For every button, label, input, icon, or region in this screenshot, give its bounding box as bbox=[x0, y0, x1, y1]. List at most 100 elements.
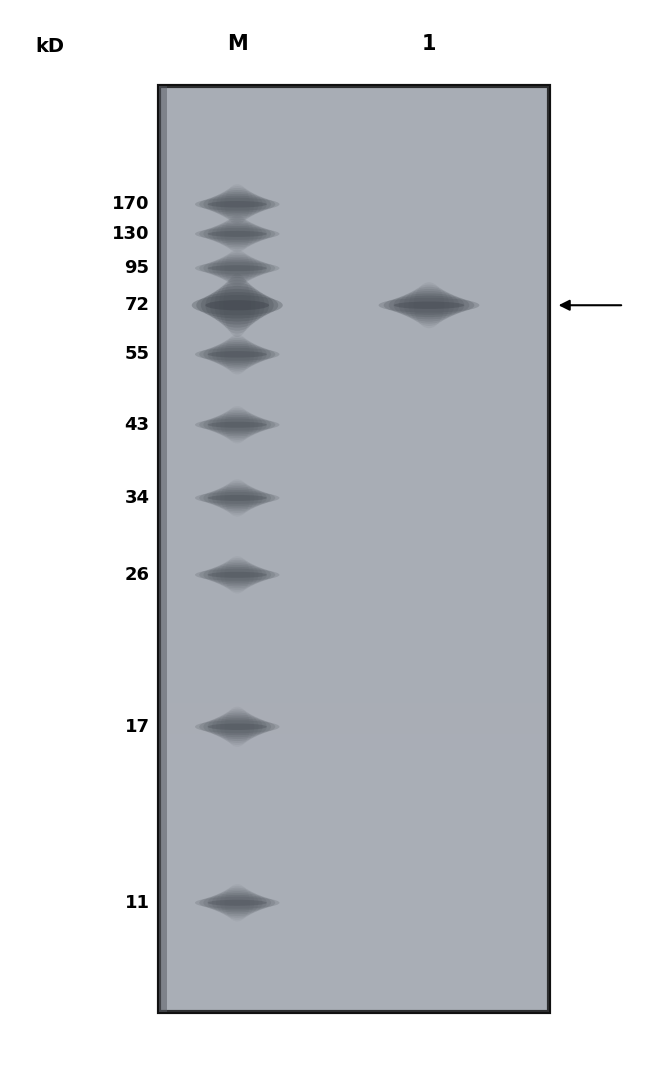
Ellipse shape bbox=[195, 721, 280, 734]
Bar bbox=[159, 673, 549, 688]
Bar bbox=[159, 827, 549, 842]
Ellipse shape bbox=[195, 492, 280, 504]
Ellipse shape bbox=[225, 707, 250, 746]
Bar bbox=[159, 502, 549, 518]
Ellipse shape bbox=[216, 188, 259, 221]
Ellipse shape bbox=[225, 215, 250, 253]
Ellipse shape bbox=[212, 561, 263, 588]
Ellipse shape bbox=[212, 221, 263, 247]
Bar bbox=[159, 627, 549, 642]
Ellipse shape bbox=[208, 351, 267, 358]
Ellipse shape bbox=[212, 485, 263, 511]
Ellipse shape bbox=[212, 255, 263, 282]
Bar bbox=[159, 735, 549, 750]
Bar bbox=[159, 348, 549, 364]
Ellipse shape bbox=[205, 286, 269, 325]
Ellipse shape bbox=[199, 719, 276, 735]
Bar bbox=[159, 86, 549, 101]
Bar bbox=[159, 425, 549, 441]
Bar bbox=[159, 394, 549, 410]
Bar bbox=[159, 765, 549, 781]
Ellipse shape bbox=[208, 201, 267, 208]
Text: 170: 170 bbox=[112, 195, 150, 213]
Ellipse shape bbox=[216, 410, 259, 440]
Bar bbox=[159, 302, 549, 317]
Ellipse shape bbox=[394, 291, 464, 319]
Ellipse shape bbox=[225, 184, 250, 224]
Ellipse shape bbox=[208, 422, 267, 427]
Ellipse shape bbox=[195, 348, 280, 361]
Bar bbox=[159, 209, 549, 225]
Ellipse shape bbox=[195, 262, 280, 274]
Ellipse shape bbox=[199, 417, 276, 433]
Ellipse shape bbox=[199, 260, 276, 276]
Ellipse shape bbox=[192, 295, 283, 316]
Bar bbox=[159, 86, 549, 1012]
Ellipse shape bbox=[225, 885, 250, 921]
Bar bbox=[159, 781, 549, 796]
Bar bbox=[159, 101, 549, 117]
Ellipse shape bbox=[220, 408, 254, 441]
Ellipse shape bbox=[195, 419, 280, 431]
Ellipse shape bbox=[203, 258, 271, 277]
Ellipse shape bbox=[212, 890, 263, 916]
Ellipse shape bbox=[208, 342, 267, 366]
Ellipse shape bbox=[208, 572, 267, 578]
Ellipse shape bbox=[208, 900, 267, 906]
Bar bbox=[159, 579, 549, 595]
Ellipse shape bbox=[203, 893, 271, 912]
Ellipse shape bbox=[212, 190, 263, 218]
Ellipse shape bbox=[378, 298, 480, 313]
Ellipse shape bbox=[203, 716, 271, 737]
Bar bbox=[159, 657, 549, 673]
Ellipse shape bbox=[199, 491, 276, 506]
Ellipse shape bbox=[208, 486, 267, 510]
Ellipse shape bbox=[216, 253, 259, 283]
Bar bbox=[159, 889, 549, 904]
Text: 72: 72 bbox=[125, 297, 150, 314]
Ellipse shape bbox=[208, 231, 267, 237]
Ellipse shape bbox=[199, 567, 276, 583]
Bar bbox=[159, 688, 549, 704]
Ellipse shape bbox=[212, 341, 263, 368]
Bar bbox=[159, 610, 549, 627]
Ellipse shape bbox=[409, 285, 449, 326]
Bar bbox=[159, 148, 549, 163]
Ellipse shape bbox=[205, 300, 269, 311]
Ellipse shape bbox=[398, 289, 459, 321]
Ellipse shape bbox=[225, 479, 250, 516]
Bar bbox=[159, 935, 549, 950]
Bar bbox=[159, 950, 549, 966]
Ellipse shape bbox=[195, 228, 280, 240]
Text: 130: 130 bbox=[112, 225, 150, 243]
Ellipse shape bbox=[220, 481, 254, 515]
Text: 55: 55 bbox=[125, 345, 150, 363]
Bar bbox=[159, 919, 549, 935]
Ellipse shape bbox=[196, 292, 278, 318]
Ellipse shape bbox=[195, 896, 280, 909]
Ellipse shape bbox=[199, 346, 276, 363]
Ellipse shape bbox=[208, 891, 267, 915]
Bar bbox=[159, 456, 549, 471]
Text: kD: kD bbox=[36, 36, 65, 56]
Bar bbox=[159, 533, 549, 548]
Ellipse shape bbox=[216, 710, 259, 743]
Ellipse shape bbox=[216, 888, 259, 918]
Ellipse shape bbox=[414, 283, 444, 328]
Bar bbox=[159, 225, 549, 240]
Bar bbox=[159, 981, 549, 997]
Ellipse shape bbox=[203, 488, 271, 508]
Ellipse shape bbox=[220, 709, 254, 745]
Text: 1: 1 bbox=[422, 33, 436, 54]
Bar bbox=[159, 379, 549, 394]
Ellipse shape bbox=[216, 338, 259, 371]
Bar bbox=[159, 271, 549, 286]
Bar bbox=[159, 595, 549, 610]
Ellipse shape bbox=[225, 334, 250, 375]
Ellipse shape bbox=[195, 198, 280, 211]
Bar bbox=[159, 364, 549, 379]
Bar bbox=[159, 286, 549, 302]
Bar bbox=[159, 471, 549, 487]
Bar bbox=[159, 812, 549, 827]
Bar bbox=[159, 564, 549, 579]
